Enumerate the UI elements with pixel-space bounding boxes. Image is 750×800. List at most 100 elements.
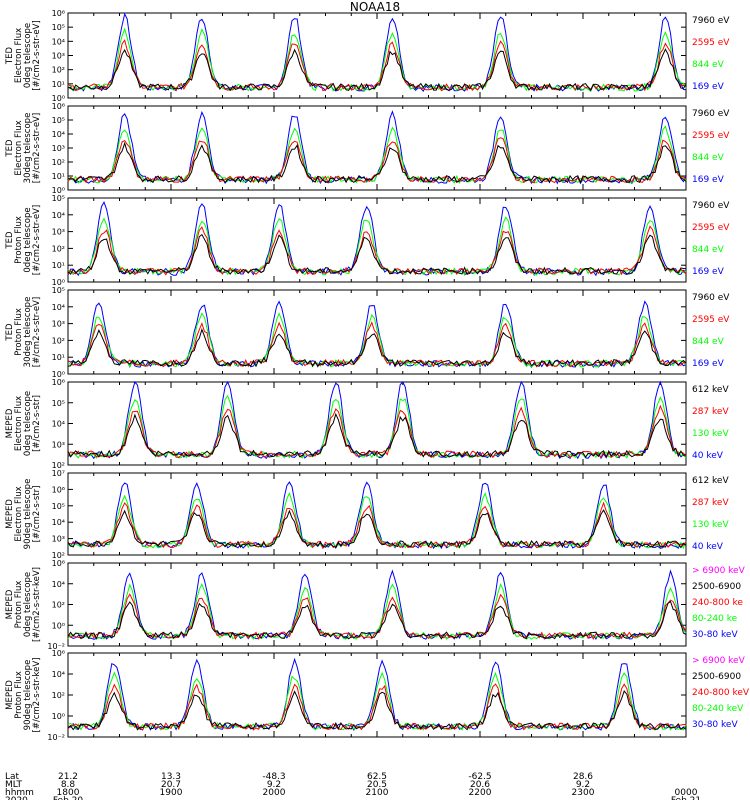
- y-tick-label: 10³: [52, 52, 65, 61]
- y-tick-label: 10⁰: [52, 278, 65, 287]
- y-tick-label: 10⁵: [52, 399, 65, 408]
- y-axis-label: [#/cm2-s-str-eV]: [32, 20, 42, 90]
- footer-value: 0000: [675, 788, 698, 798]
- y-axis-label: Proton Flux: [14, 581, 24, 629]
- legend-entry: 2595 eV: [692, 131, 730, 141]
- legend-entry: 80-240 ke: [692, 614, 738, 624]
- y-axis-label: 0deg telescope: [23, 23, 33, 88]
- y-axis-label: [#/cm2-s-str-keV]: [32, 658, 42, 733]
- y-axis-label: TED: [5, 231, 15, 250]
- panel-frame: [67, 289, 687, 375]
- y-axis-label: TED: [5, 323, 15, 342]
- y-tick-label: 10²: [52, 336, 65, 345]
- legend-entry: > 6900 keV: [692, 566, 746, 576]
- footer-value: 20.6: [470, 780, 490, 790]
- series-line-blue: [67, 12, 687, 92]
- y-tick-label: 10⁶: [52, 378, 65, 387]
- y-axis-label: [#/cm2-s-str-eV]: [32, 205, 42, 275]
- y-tick-label: 10⁴: [52, 420, 65, 429]
- series-line-red: [67, 501, 687, 550]
- legend-entry: 287 keV: [692, 498, 729, 508]
- series-line-blue: [67, 201, 687, 277]
- legend-entry: 130 keV: [692, 520, 729, 530]
- legend-entry: 2500-6900: [692, 582, 741, 592]
- y-axis-label: 0deg telescope: [23, 207, 33, 272]
- series-line-green: [67, 216, 687, 276]
- y-axis-label: TED: [5, 46, 15, 65]
- footer-value: 62.5: [367, 772, 387, 782]
- footer-value: 21.2: [58, 772, 78, 782]
- footer-value: Feb 20: [53, 796, 84, 800]
- footer-value: -62.5: [468, 772, 491, 782]
- footer-value: 2200: [469, 788, 492, 798]
- y-tick-label: 10⁻²: [47, 733, 65, 742]
- legend-entry: 40 keV: [692, 451, 724, 461]
- series-line-blue: [67, 657, 687, 732]
- series-line-blue: [67, 380, 687, 460]
- footer-value: 2100: [366, 788, 389, 798]
- legend-entry: 7960 eV: [692, 16, 730, 26]
- y-tick-label: 10⁰: [52, 370, 65, 379]
- footer-value: 9.2: [267, 780, 281, 790]
- legend-entry: 287 keV: [692, 407, 729, 417]
- series-line-red: [67, 137, 687, 185]
- series-line-green: [67, 491, 687, 550]
- legend-entry: 240-800 keV: [692, 688, 750, 698]
- legend-entry: 7960 eV: [692, 109, 730, 119]
- y-axis-label: MEPED: [5, 499, 15, 529]
- series-line-green: [67, 312, 687, 368]
- footer-value: 20.7: [161, 780, 181, 790]
- legend-entry: 2595 eV: [692, 315, 730, 325]
- y-axis-label: 0deg telescope: [23, 391, 33, 456]
- legend-entry: 2595 eV: [692, 223, 730, 233]
- y-tick-label: 10⁰: [52, 621, 65, 630]
- series-line-green: [67, 583, 687, 640]
- y-tick-label: 10⁵: [52, 23, 65, 32]
- legend-entry: 7960 eV: [692, 293, 730, 303]
- footer-row-label: hhmm: [5, 788, 34, 798]
- y-tick-label: 10⁴: [52, 37, 65, 46]
- legend-entry: 169 eV: [692, 267, 725, 277]
- series-line-black: [67, 689, 687, 731]
- y-axis-label: MEPED: [5, 589, 15, 619]
- footer-row-label: MLT: [5, 780, 23, 790]
- y-axis-label: Proton Flux: [14, 308, 24, 356]
- y-tick-label: 10⁶: [52, 485, 65, 494]
- legend-entry: 844 eV: [692, 153, 725, 163]
- y-tick-label: 10⁴: [52, 211, 65, 220]
- series-line-red: [67, 404, 687, 459]
- y-axis-label: Proton Flux: [14, 216, 24, 264]
- series-line-black: [67, 48, 687, 92]
- legend-entry: 40 keV: [692, 542, 724, 552]
- y-tick-label: 10³: [52, 535, 65, 544]
- series-line-black: [67, 233, 687, 276]
- footer-row-label: Lat: [5, 772, 20, 782]
- series-line-blue: [67, 110, 687, 185]
- y-axis-label: Electron Flux: [14, 486, 24, 541]
- y-tick-label: 10¹: [52, 172, 65, 181]
- footer-value: Feb 21: [671, 796, 701, 800]
- y-axis-label: 0deg telescope: [23, 572, 33, 637]
- series-line-blue: [67, 569, 687, 640]
- legend-entry: 169 eV: [692, 82, 725, 92]
- y-axis-label: 30deg telescope: [23, 297, 33, 368]
- legend-entry: 30-80 keV: [692, 720, 738, 730]
- y-tick-label: 10⁶: [52, 559, 65, 568]
- legend-entry: 844 eV: [692, 245, 725, 255]
- y-axis-label: Proton Flux: [14, 671, 24, 719]
- y-tick-label: 10⁵: [52, 116, 65, 125]
- legend-entry: 7960 eV: [692, 201, 730, 211]
- y-tick-label: 10⁴: [52, 303, 65, 312]
- y-tick-label: 10²: [52, 66, 65, 75]
- y-tick-label: 10¹: [52, 261, 65, 270]
- y-tick-label: 10⁰: [52, 712, 65, 721]
- y-axis-label: 90deg telescope: [23, 479, 33, 550]
- footer-value: 1900: [160, 788, 183, 798]
- y-tick-label: 10³: [52, 440, 65, 449]
- y-tick-label: 10¹: [52, 80, 65, 89]
- y-tick-label: 10⁵: [52, 502, 65, 511]
- y-tick-label: 10⁴: [52, 130, 65, 139]
- y-axis-label: 30deg telescope: [23, 113, 33, 184]
- y-tick-label: 10⁵: [52, 194, 65, 203]
